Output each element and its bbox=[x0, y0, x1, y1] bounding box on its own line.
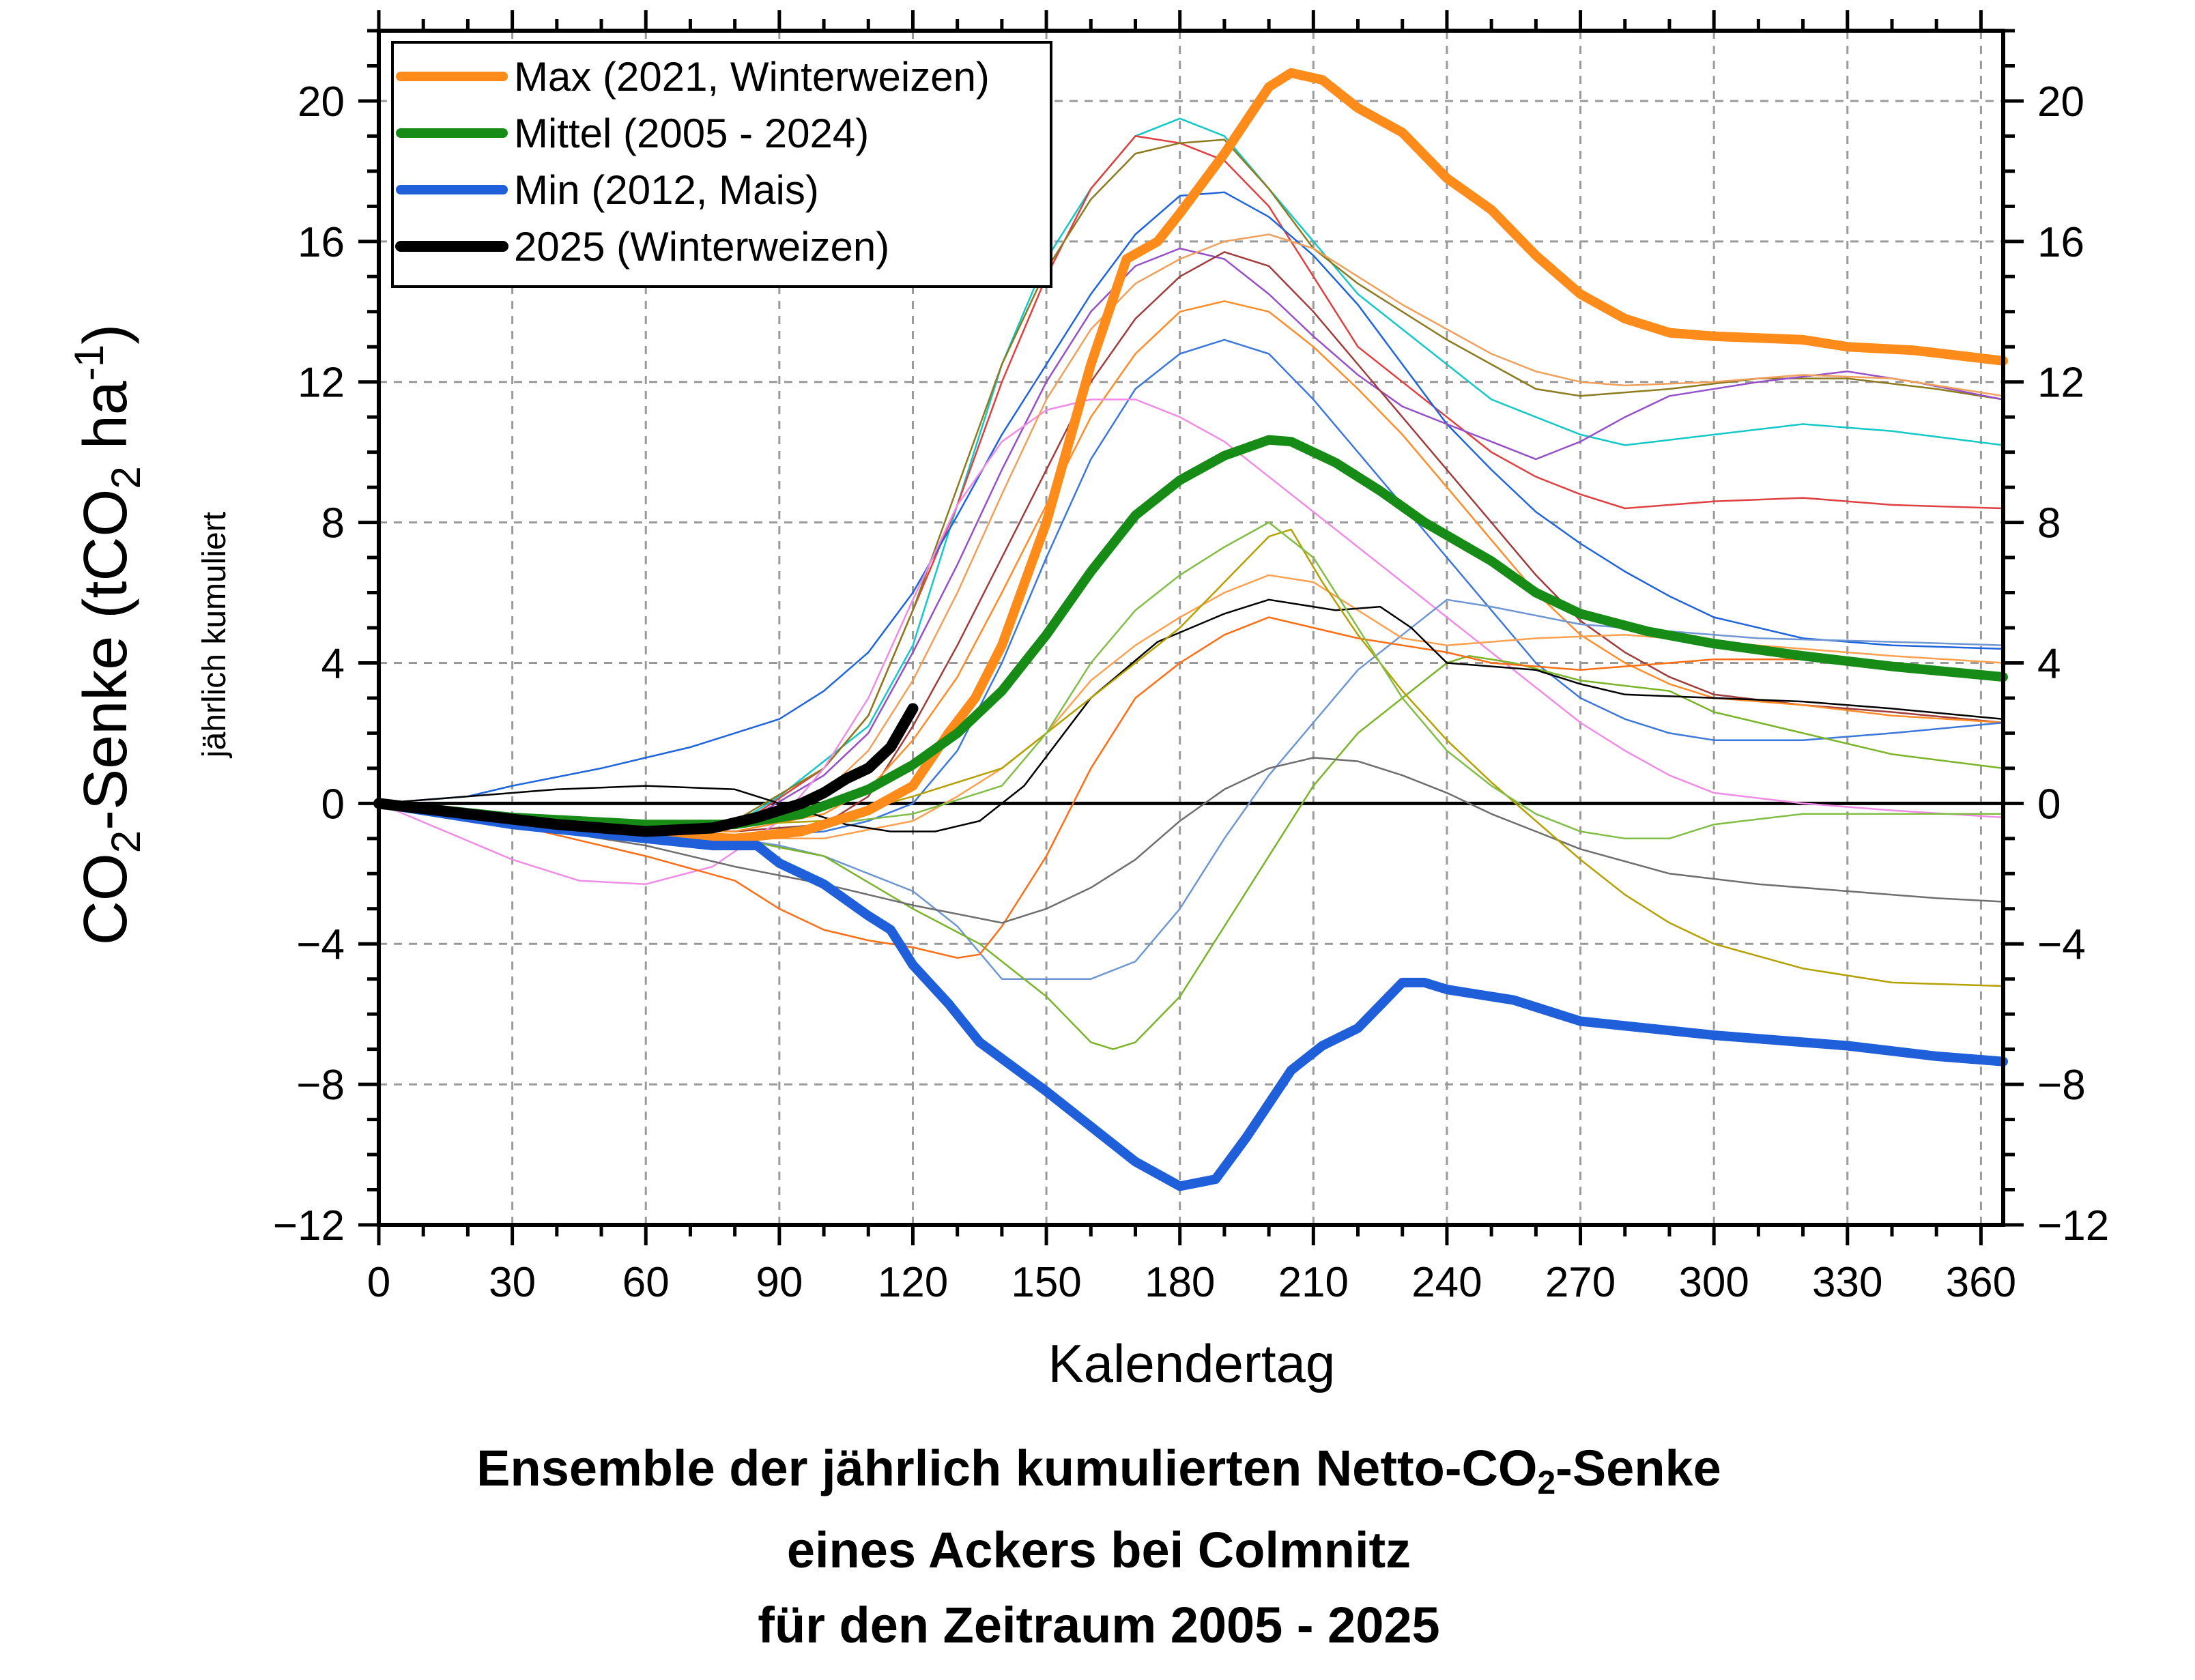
y-tick-label-left: 4 bbox=[321, 640, 345, 687]
y-axis-title-part: CO bbox=[72, 853, 140, 945]
x-tick-label: 240 bbox=[1411, 1259, 1482, 1306]
y-tick-label-right: −12 bbox=[2037, 1202, 2109, 1249]
x-tick-label: 90 bbox=[756, 1259, 803, 1306]
y-tick-label-left: 8 bbox=[321, 500, 345, 547]
series-line-year bbox=[377, 574, 2005, 840]
y-axis-subtitle: jährlich kumuliert bbox=[197, 512, 233, 759]
y-tick-label-right: −8 bbox=[2037, 1062, 2086, 1109]
y-tick-label-left: 0 bbox=[321, 781, 345, 828]
x-tick-label: 360 bbox=[1946, 1259, 2016, 1306]
legend-label: Max (2021, Winterweizen) bbox=[514, 54, 990, 100]
series-line-year bbox=[377, 117, 2005, 836]
x-tick-label: 270 bbox=[1545, 1259, 1616, 1306]
y-tick-label-right: −4 bbox=[2037, 921, 2086, 968]
x-tick-label: 180 bbox=[1145, 1259, 1215, 1306]
y-tick-label-left: 16 bbox=[298, 219, 345, 266]
series-line-year bbox=[377, 654, 2005, 1050]
y-tick-label-left: 20 bbox=[298, 78, 345, 126]
y-tick-label-right: 0 bbox=[2037, 781, 2061, 828]
y-tick-label-left: −8 bbox=[296, 1062, 345, 1109]
y-tick-labels-left: −12 −8 −4 0 4 8 12 16 20 bbox=[273, 78, 345, 1249]
y-tick-label-left: 12 bbox=[298, 360, 345, 407]
legend: Max (2021, Winterweizen) Mittel (2005 - 2… bbox=[391, 41, 1052, 288]
y-tick-label-left: −12 bbox=[273, 1202, 345, 1249]
y-tick-labels-right: −12 −8 −4 0 4 8 12 16 20 bbox=[2037, 78, 2109, 1249]
series-line-highlight bbox=[374, 435, 2008, 830]
y-axis-title-sub: 2 bbox=[103, 830, 149, 853]
series-group bbox=[373, 68, 2008, 1191]
series-line-year bbox=[377, 598, 2005, 980]
y-axis-title-part: ha bbox=[72, 380, 140, 466]
series-line-year bbox=[377, 338, 2005, 840]
series-line-year bbox=[377, 616, 2005, 959]
y-tick-label-right: 20 bbox=[2037, 78, 2084, 126]
y-axis-title-sub: 2 bbox=[103, 466, 149, 489]
legend-label: 2025 (Winterweizen) bbox=[514, 224, 889, 270]
x-tick-label: 30 bbox=[489, 1259, 536, 1306]
series-line-year bbox=[377, 233, 2005, 832]
x-tick-label: 120 bbox=[878, 1259, 948, 1306]
legend-label: Mittel (2005 - 2024) bbox=[514, 111, 869, 156]
y-tick-label-right: 12 bbox=[2037, 360, 2084, 407]
series-line-year bbox=[377, 300, 2005, 832]
series-line-year bbox=[377, 598, 2005, 832]
chart-title-line: eines Ackers bei Colmnitz bbox=[382, 1525, 1816, 1576]
chart-title-text: Ensemble der jährlich kumulierten Netto-… bbox=[476, 1440, 1538, 1496]
y-tick-label-right: 16 bbox=[2037, 219, 2084, 266]
y-tick-label-right: 4 bbox=[2037, 640, 2061, 687]
x-tick-labels: 0 30 60 90 120 150 180 210 240 270 300 330 360 bbox=[367, 1259, 2016, 1306]
series-line-year bbox=[377, 399, 2005, 885]
axis-ticks bbox=[358, 10, 2024, 1245]
series-line-highlight bbox=[374, 798, 2008, 1191]
y-axis-title-sup: -1 bbox=[66, 345, 112, 381]
series-line-year bbox=[377, 191, 2005, 805]
chart-title-text: -Senke bbox=[1555, 1440, 1721, 1496]
x-tick-label: 330 bbox=[1812, 1259, 1882, 1306]
x-tick-label: 0 bbox=[367, 1259, 390, 1306]
y-axis-title-part: -Senke (tCO bbox=[72, 489, 140, 830]
chart-title-subscript: 2 bbox=[1537, 1465, 1556, 1501]
chart-title-text: eines Ackers bei Colmnitz bbox=[786, 1522, 1411, 1578]
x-tick-label: 210 bbox=[1278, 1259, 1349, 1306]
chart-title-line: für den Zeitraum 2005 - 2025 bbox=[382, 1600, 1816, 1651]
chart-title-line: Ensemble der jährlich kumulierten Netto-… bbox=[382, 1443, 1816, 1500]
chart-title-text: für den Zeitraum 2005 - 2025 bbox=[758, 1597, 1440, 1653]
x-tick-label: 150 bbox=[1011, 1259, 1081, 1306]
x-tick-label: 60 bbox=[622, 1259, 670, 1306]
series-line-year bbox=[377, 528, 2005, 987]
series-line-year bbox=[377, 247, 2005, 832]
x-tick-label: 300 bbox=[1678, 1259, 1749, 1306]
series-line-year bbox=[377, 521, 2005, 840]
y-axis-title-part: ) bbox=[72, 324, 140, 345]
series-line-highlight bbox=[373, 703, 919, 837]
y-axis-title: CO2-Senke (tCO2 ha-1) bbox=[66, 324, 149, 945]
y-tick-label-right: 8 bbox=[2037, 500, 2061, 547]
x-axis-title: Kalendertag bbox=[1048, 1333, 1336, 1393]
series-line-highlight bbox=[374, 68, 2008, 843]
series-line-year bbox=[377, 139, 2005, 829]
legend-label: Min (2012, Mais) bbox=[514, 167, 819, 213]
y-tick-label-left: −4 bbox=[296, 921, 345, 968]
